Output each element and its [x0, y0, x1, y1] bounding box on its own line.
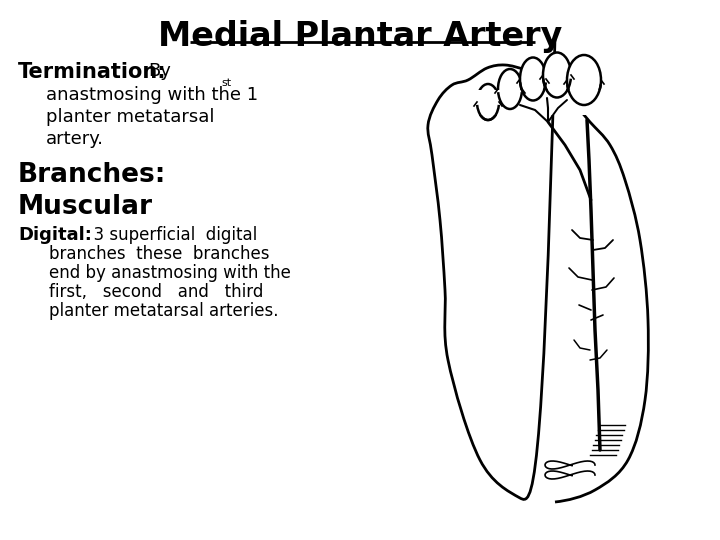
Text: Digital:: Digital:: [18, 226, 92, 244]
Ellipse shape: [498, 69, 522, 109]
Text: artery.: artery.: [46, 130, 104, 148]
Text: planter metatarsal: planter metatarsal: [46, 108, 215, 126]
Text: Medial Plantar Artery: Medial Plantar Artery: [158, 20, 562, 53]
Text: Branches:: Branches:: [18, 162, 166, 188]
Ellipse shape: [567, 55, 601, 105]
PathPatch shape: [428, 65, 648, 503]
Text: st: st: [221, 78, 231, 88]
Text: branches  these  branches: branches these branches: [28, 245, 269, 263]
Ellipse shape: [477, 84, 499, 120]
Text: 3 superficial  digital: 3 superficial digital: [83, 226, 257, 244]
Text: first,   second   and   third: first, second and third: [28, 283, 264, 301]
Text: Termination:: Termination:: [18, 62, 166, 82]
Ellipse shape: [520, 57, 546, 100]
Text: end by anastmosing with the: end by anastmosing with the: [28, 264, 291, 282]
Bar: [468, 90, 608, 115]
Text: anastmosing with the 1: anastmosing with the 1: [46, 86, 258, 104]
Ellipse shape: [543, 52, 571, 98]
Text: planter metatarsal arteries.: planter metatarsal arteries.: [28, 302, 279, 320]
Text: By: By: [148, 62, 171, 80]
Text: Muscular: Muscular: [18, 194, 153, 220]
